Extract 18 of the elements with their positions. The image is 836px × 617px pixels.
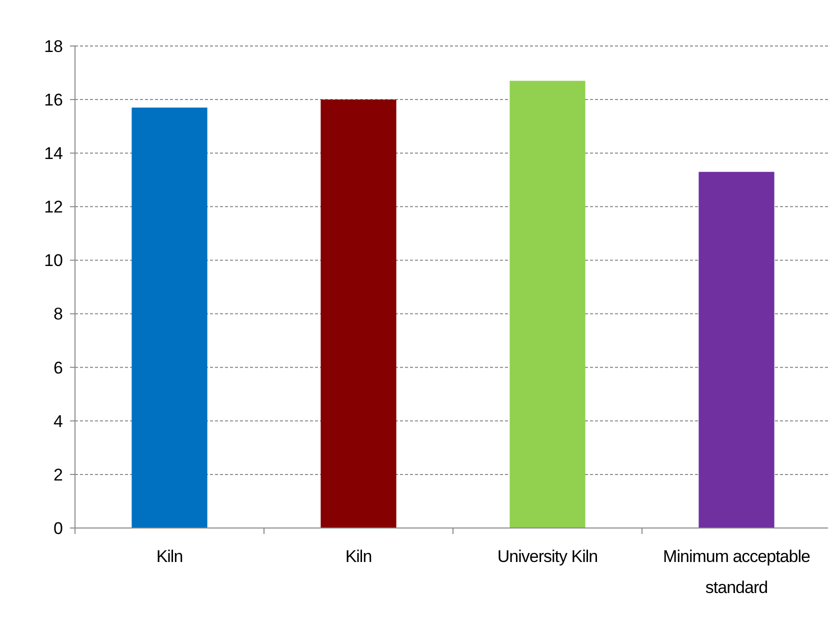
bar xyxy=(320,100,396,528)
y-tick-label: 6 xyxy=(54,358,63,378)
x-tick-label: Minimum acceptable standard xyxy=(663,547,810,597)
x-tick-label: University Kiln xyxy=(497,547,598,566)
y-tick-label: 16 xyxy=(44,90,63,110)
y-tick-label: 4 xyxy=(54,412,63,431)
y-tick-label: 8 xyxy=(54,304,63,324)
x-tick-label: Kiln xyxy=(345,547,372,566)
bar xyxy=(510,80,586,528)
y-tick-label: 18 xyxy=(44,36,63,56)
y-tick-label: 14 xyxy=(44,144,63,164)
y-tick-label: 2 xyxy=(54,465,63,484)
bar xyxy=(132,108,208,528)
y-tick-label: 0 xyxy=(54,518,63,538)
y-tick-label: 10 xyxy=(44,251,63,270)
y-tick-label: 12 xyxy=(44,198,63,217)
x-tick-label: Kiln xyxy=(156,547,183,566)
bar xyxy=(698,172,774,528)
